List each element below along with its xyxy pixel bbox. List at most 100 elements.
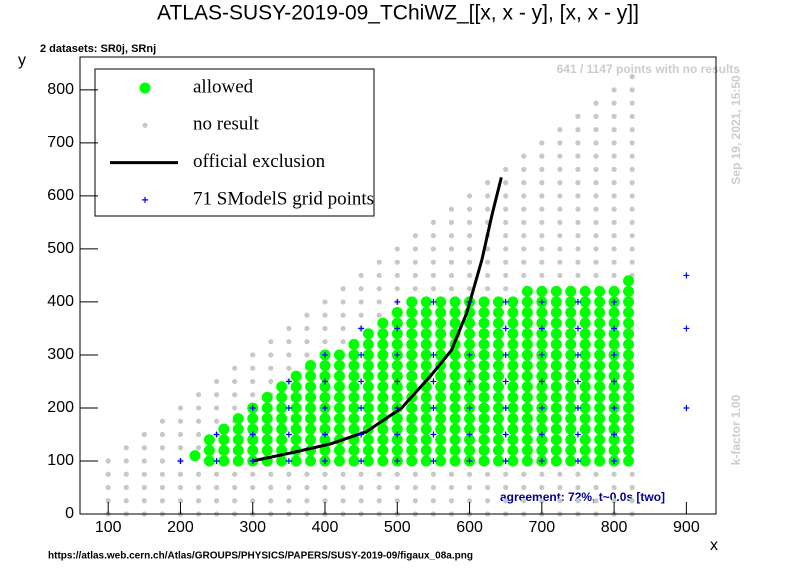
no-result-point bbox=[521, 498, 527, 504]
no-result-point bbox=[539, 484, 545, 491]
allowed-point bbox=[420, 423, 432, 435]
no-result-point bbox=[575, 272, 581, 279]
allowed-point bbox=[478, 391, 490, 403]
allowed-point bbox=[406, 413, 418, 425]
allowed-point bbox=[362, 413, 374, 425]
no-result-point bbox=[539, 471, 545, 477]
allowed-point bbox=[420, 349, 432, 361]
legend-swatch bbox=[139, 82, 151, 94]
no-result-point bbox=[611, 127, 617, 133]
no-result-point bbox=[466, 272, 473, 279]
x-tick-label: 500 bbox=[384, 519, 411, 536]
allowed-point bbox=[464, 413, 476, 425]
allowed-point bbox=[492, 402, 504, 414]
grid-point bbox=[574, 325, 581, 332]
no-result-point bbox=[521, 180, 527, 186]
no-result-point bbox=[629, 113, 635, 119]
allowed-point bbox=[377, 328, 389, 340]
allowed-point bbox=[594, 455, 606, 467]
no-result-point bbox=[485, 246, 491, 252]
no-result-point bbox=[611, 87, 617, 93]
no-result-point bbox=[340, 312, 346, 318]
no-result-point bbox=[232, 392, 238, 398]
allowed-point bbox=[276, 391, 288, 403]
allowed-point bbox=[507, 317, 519, 329]
no-result-point bbox=[213, 418, 220, 424]
allowed-point bbox=[492, 338, 504, 350]
allowed-point bbox=[492, 413, 504, 425]
no-result-point bbox=[557, 484, 563, 491]
no-result-point bbox=[376, 272, 382, 279]
allowed-point bbox=[550, 349, 562, 361]
grid-point bbox=[574, 457, 581, 464]
allowed-point bbox=[594, 296, 606, 308]
allowed-point bbox=[348, 370, 360, 382]
no-result-point bbox=[503, 246, 509, 252]
no-result-point bbox=[521, 272, 527, 279]
allowed-point bbox=[305, 402, 317, 414]
no-result-point bbox=[430, 233, 437, 239]
allowed-point bbox=[420, 455, 432, 467]
allowed-point bbox=[478, 423, 490, 435]
no-result-point bbox=[141, 458, 147, 464]
allowed-point bbox=[276, 381, 288, 393]
allowed-point bbox=[492, 381, 504, 393]
legend bbox=[94, 68, 375, 217]
allowed-point bbox=[565, 402, 577, 414]
no-result-point bbox=[412, 259, 418, 265]
no-result-point bbox=[430, 286, 437, 292]
grid-point bbox=[322, 457, 329, 464]
no-result-point bbox=[268, 352, 274, 358]
allowed-point bbox=[594, 381, 606, 393]
no-result-point bbox=[485, 498, 491, 504]
no-result-point bbox=[376, 299, 382, 305]
allowed-point bbox=[608, 285, 620, 297]
allowed-point bbox=[521, 434, 533, 446]
no-result-point bbox=[232, 365, 238, 371]
allowed-point bbox=[608, 360, 620, 372]
allowed-point bbox=[261, 402, 273, 414]
grid-point bbox=[538, 351, 545, 358]
allowed-point bbox=[492, 307, 504, 319]
grid-point bbox=[502, 378, 509, 385]
allowed-point bbox=[218, 434, 230, 446]
no-result-point bbox=[195, 405, 202, 411]
grid-point bbox=[430, 457, 437, 464]
no-result-point bbox=[412, 246, 418, 252]
allowed-point bbox=[305, 381, 317, 393]
no-result-point bbox=[503, 286, 509, 292]
no-result-point bbox=[593, 233, 599, 239]
no-result-point bbox=[593, 193, 599, 199]
allowed-point bbox=[261, 423, 273, 435]
allowed-point bbox=[478, 328, 490, 340]
grid-point bbox=[574, 431, 581, 438]
no-result-point bbox=[629, 100, 635, 106]
grid-point bbox=[466, 431, 473, 438]
no-result-point bbox=[539, 180, 545, 186]
allowed-point bbox=[449, 360, 461, 372]
grid-point bbox=[358, 325, 365, 332]
allowed-point bbox=[594, 285, 606, 297]
no-result-point bbox=[448, 471, 455, 477]
no-result-point bbox=[232, 405, 238, 411]
allowed-point bbox=[608, 317, 620, 329]
allowed-point bbox=[507, 413, 519, 425]
no-result-point bbox=[304, 339, 310, 345]
no-result-point bbox=[521, 233, 527, 239]
no-result-point bbox=[448, 259, 455, 265]
no-result-point bbox=[232, 378, 238, 385]
allowed-point bbox=[492, 360, 504, 372]
legend-entries: allowed no result official exclusion 71 SMo… bbox=[110, 76, 374, 209]
no-result-point bbox=[539, 153, 545, 159]
allowed-point bbox=[333, 391, 345, 403]
grid-point bbox=[502, 431, 509, 438]
grid-point bbox=[466, 404, 473, 411]
allowed-point bbox=[333, 413, 345, 425]
no-result-point bbox=[611, 206, 617, 212]
allowed-point bbox=[218, 455, 230, 467]
allowed-point bbox=[449, 455, 461, 467]
no-result-point bbox=[466, 206, 473, 212]
allowed-point bbox=[550, 360, 562, 372]
allowed-point bbox=[420, 413, 432, 425]
allowed-point bbox=[579, 328, 591, 340]
